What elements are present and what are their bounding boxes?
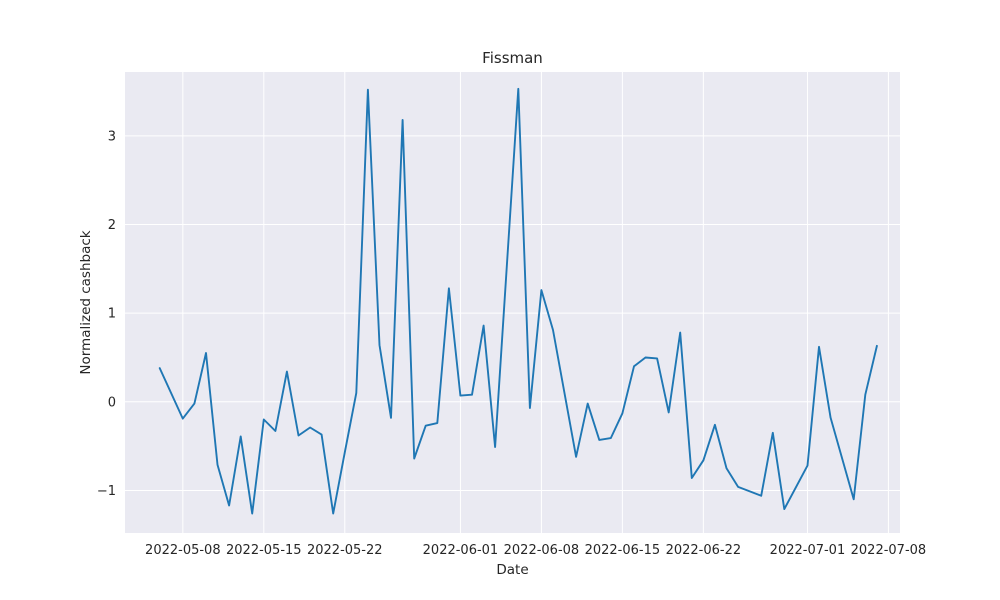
y-axis-label: Normalized cashback xyxy=(78,230,94,374)
x-tick-label: 2022-06-22 xyxy=(666,543,742,558)
x-tick-label: 2022-07-01 xyxy=(770,543,846,558)
y-tick-label: 0 xyxy=(108,395,116,410)
plot-area xyxy=(125,72,900,533)
series-line xyxy=(158,87,878,515)
x-tick-label: 2022-05-08 xyxy=(145,543,221,558)
y-tick-label: −1 xyxy=(97,484,116,499)
chart-title: Fissman xyxy=(482,49,543,67)
x-tick-label: 2022-05-22 xyxy=(307,543,383,558)
y-tick-label: 1 xyxy=(108,307,116,322)
y-tick-label: 2 xyxy=(108,218,116,233)
series-layer xyxy=(158,87,878,515)
grid-lines xyxy=(125,72,900,533)
tick-labels: 2022-05-08 2022-05-15 2022-05-22 2022-06-01… xyxy=(97,129,926,558)
x-tick-label: 2022-07-08 xyxy=(851,543,927,558)
x-tick-label: 2022-05-15 xyxy=(226,543,302,558)
x-tick-label: 2022-06-01 xyxy=(423,543,499,558)
x-axis-label: Date xyxy=(496,562,528,578)
x-tick-label: 2022-06-08 xyxy=(504,543,580,558)
y-tick-label: 3 xyxy=(108,129,116,144)
x-tick-label: 2022-06-15 xyxy=(585,543,661,558)
